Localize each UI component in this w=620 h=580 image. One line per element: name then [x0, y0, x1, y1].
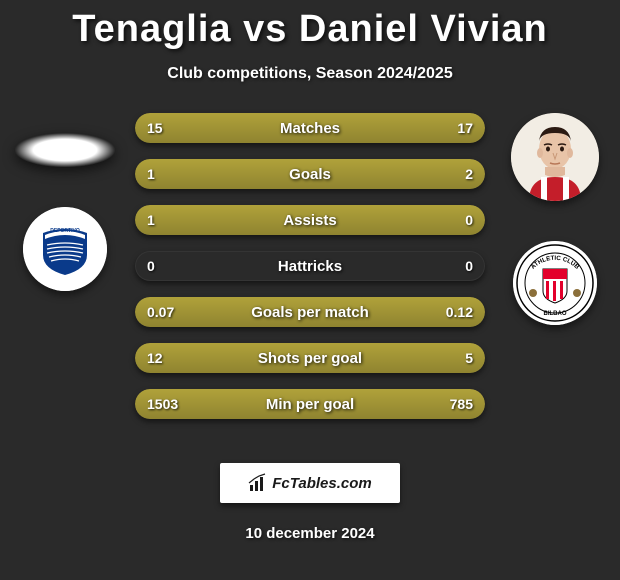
athletic-crest-icon: ATHLETIC CLUB BILBAO: [513, 241, 597, 325]
club-badge-right: ATHLETIC CLUB BILBAO: [513, 241, 597, 325]
comparison-panel: DEPORTIVO: [0, 113, 620, 433]
club-badge-left: DEPORTIVO: [23, 207, 107, 291]
brand-chart-icon: [248, 473, 268, 493]
stat-row: 12Goals: [135, 159, 485, 189]
svg-text:BILBAO: BILBAO: [544, 311, 567, 317]
stat-row: 1517Matches: [135, 113, 485, 143]
stat-row: 1503785Min per goal: [135, 389, 485, 419]
stat-label: Goals per match: [135, 297, 485, 327]
date-text: 10 december 2024: [0, 525, 620, 542]
brand-badge: FcTables.com: [220, 463, 400, 503]
stat-row: 125Shots per goal: [135, 343, 485, 373]
subtitle: Club competitions, Season 2024/2025: [0, 65, 620, 83]
alaves-crest-icon: DEPORTIVO: [23, 207, 107, 291]
stat-label: Assists: [135, 205, 485, 235]
left-player-column: DEPORTIVO: [10, 113, 120, 291]
stat-row: 10Assists: [135, 205, 485, 235]
stat-label: Hattricks: [135, 251, 485, 281]
stat-bars: 1517Matches 12Goals 10Assists 00Hattricks 0.…: [135, 113, 485, 419]
page-title: Tenaglia vs Daniel Vivian: [0, 0, 620, 51]
brand-text: FcTables.com: [272, 475, 371, 492]
stat-label: Goals: [135, 159, 485, 189]
player-right-photo: [511, 113, 599, 201]
stat-row: 00Hattricks: [135, 251, 485, 281]
stat-label: Min per goal: [135, 389, 485, 419]
player-left-photo: [15, 133, 115, 167]
right-player-column: ATHLETIC CLUB BILBAO: [500, 113, 610, 325]
svg-text:DEPORTIVO: DEPORTIVO: [50, 228, 80, 234]
stat-row: 0.070.12Goals per match: [135, 297, 485, 327]
stat-label: Shots per goal: [135, 343, 485, 373]
stat-label: Matches: [135, 113, 485, 143]
